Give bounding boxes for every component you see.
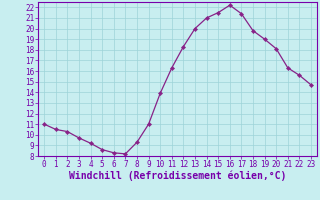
X-axis label: Windchill (Refroidissement éolien,°C): Windchill (Refroidissement éolien,°C) (69, 171, 286, 181)
